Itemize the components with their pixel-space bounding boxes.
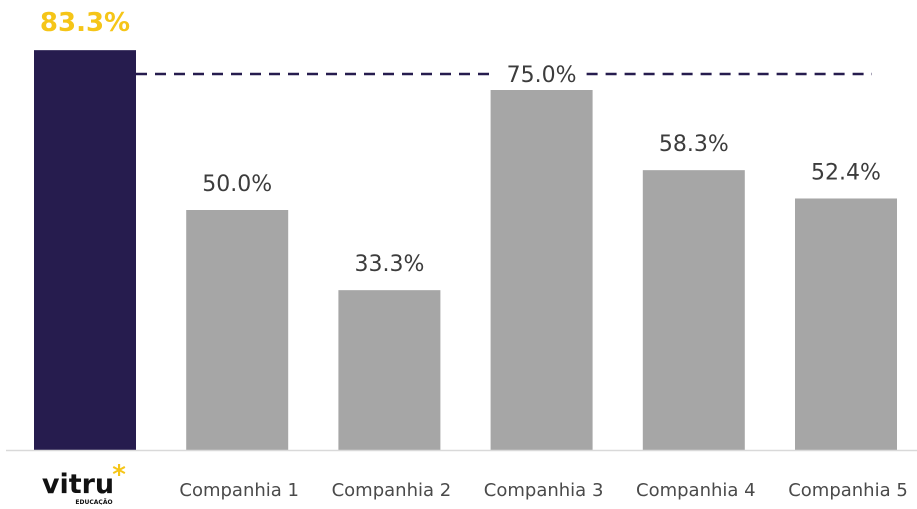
logo-asterisk-icon: * xyxy=(112,460,126,490)
category-label-4: Companhia 3 xyxy=(484,480,604,501)
category-label-2: Companhia 1 xyxy=(179,480,299,501)
reference-line-layer: 75.0% xyxy=(136,63,872,88)
data-label-3: 33.3% xyxy=(354,252,424,277)
bars-layer xyxy=(34,50,897,450)
data-label-2: 50.0% xyxy=(202,172,272,197)
bar-4 xyxy=(490,90,593,450)
logo-subtext: EDUCAÇÃO xyxy=(75,499,112,505)
category-label-3: Companhia 2 xyxy=(332,480,452,501)
data-label-6: 52.4% xyxy=(811,160,881,185)
bar-6 xyxy=(795,198,897,450)
data-labels-layer: 83.3% 50.0% 33.3% 58.3% 52.4% xyxy=(40,8,881,277)
data-label-1: 83.3% xyxy=(40,8,130,38)
bar-1 xyxy=(34,50,136,450)
category-label-6: Companhia 5 xyxy=(788,480,908,501)
bar-3 xyxy=(338,290,441,450)
data-label-5: 58.3% xyxy=(659,132,729,157)
bar-2 xyxy=(186,210,289,450)
category-label-5: Companhia 4 xyxy=(636,480,756,501)
logo-wordmark: vitru xyxy=(42,469,114,500)
x-axis-layer: Companhia 1 Companhia 2 Companhia 3 Companh… xyxy=(6,449,917,501)
reference-line-label: 75.0% xyxy=(507,63,577,88)
vitru-logo: vitru* EDUCAÇÃO xyxy=(42,460,126,506)
bar-5 xyxy=(642,170,745,450)
